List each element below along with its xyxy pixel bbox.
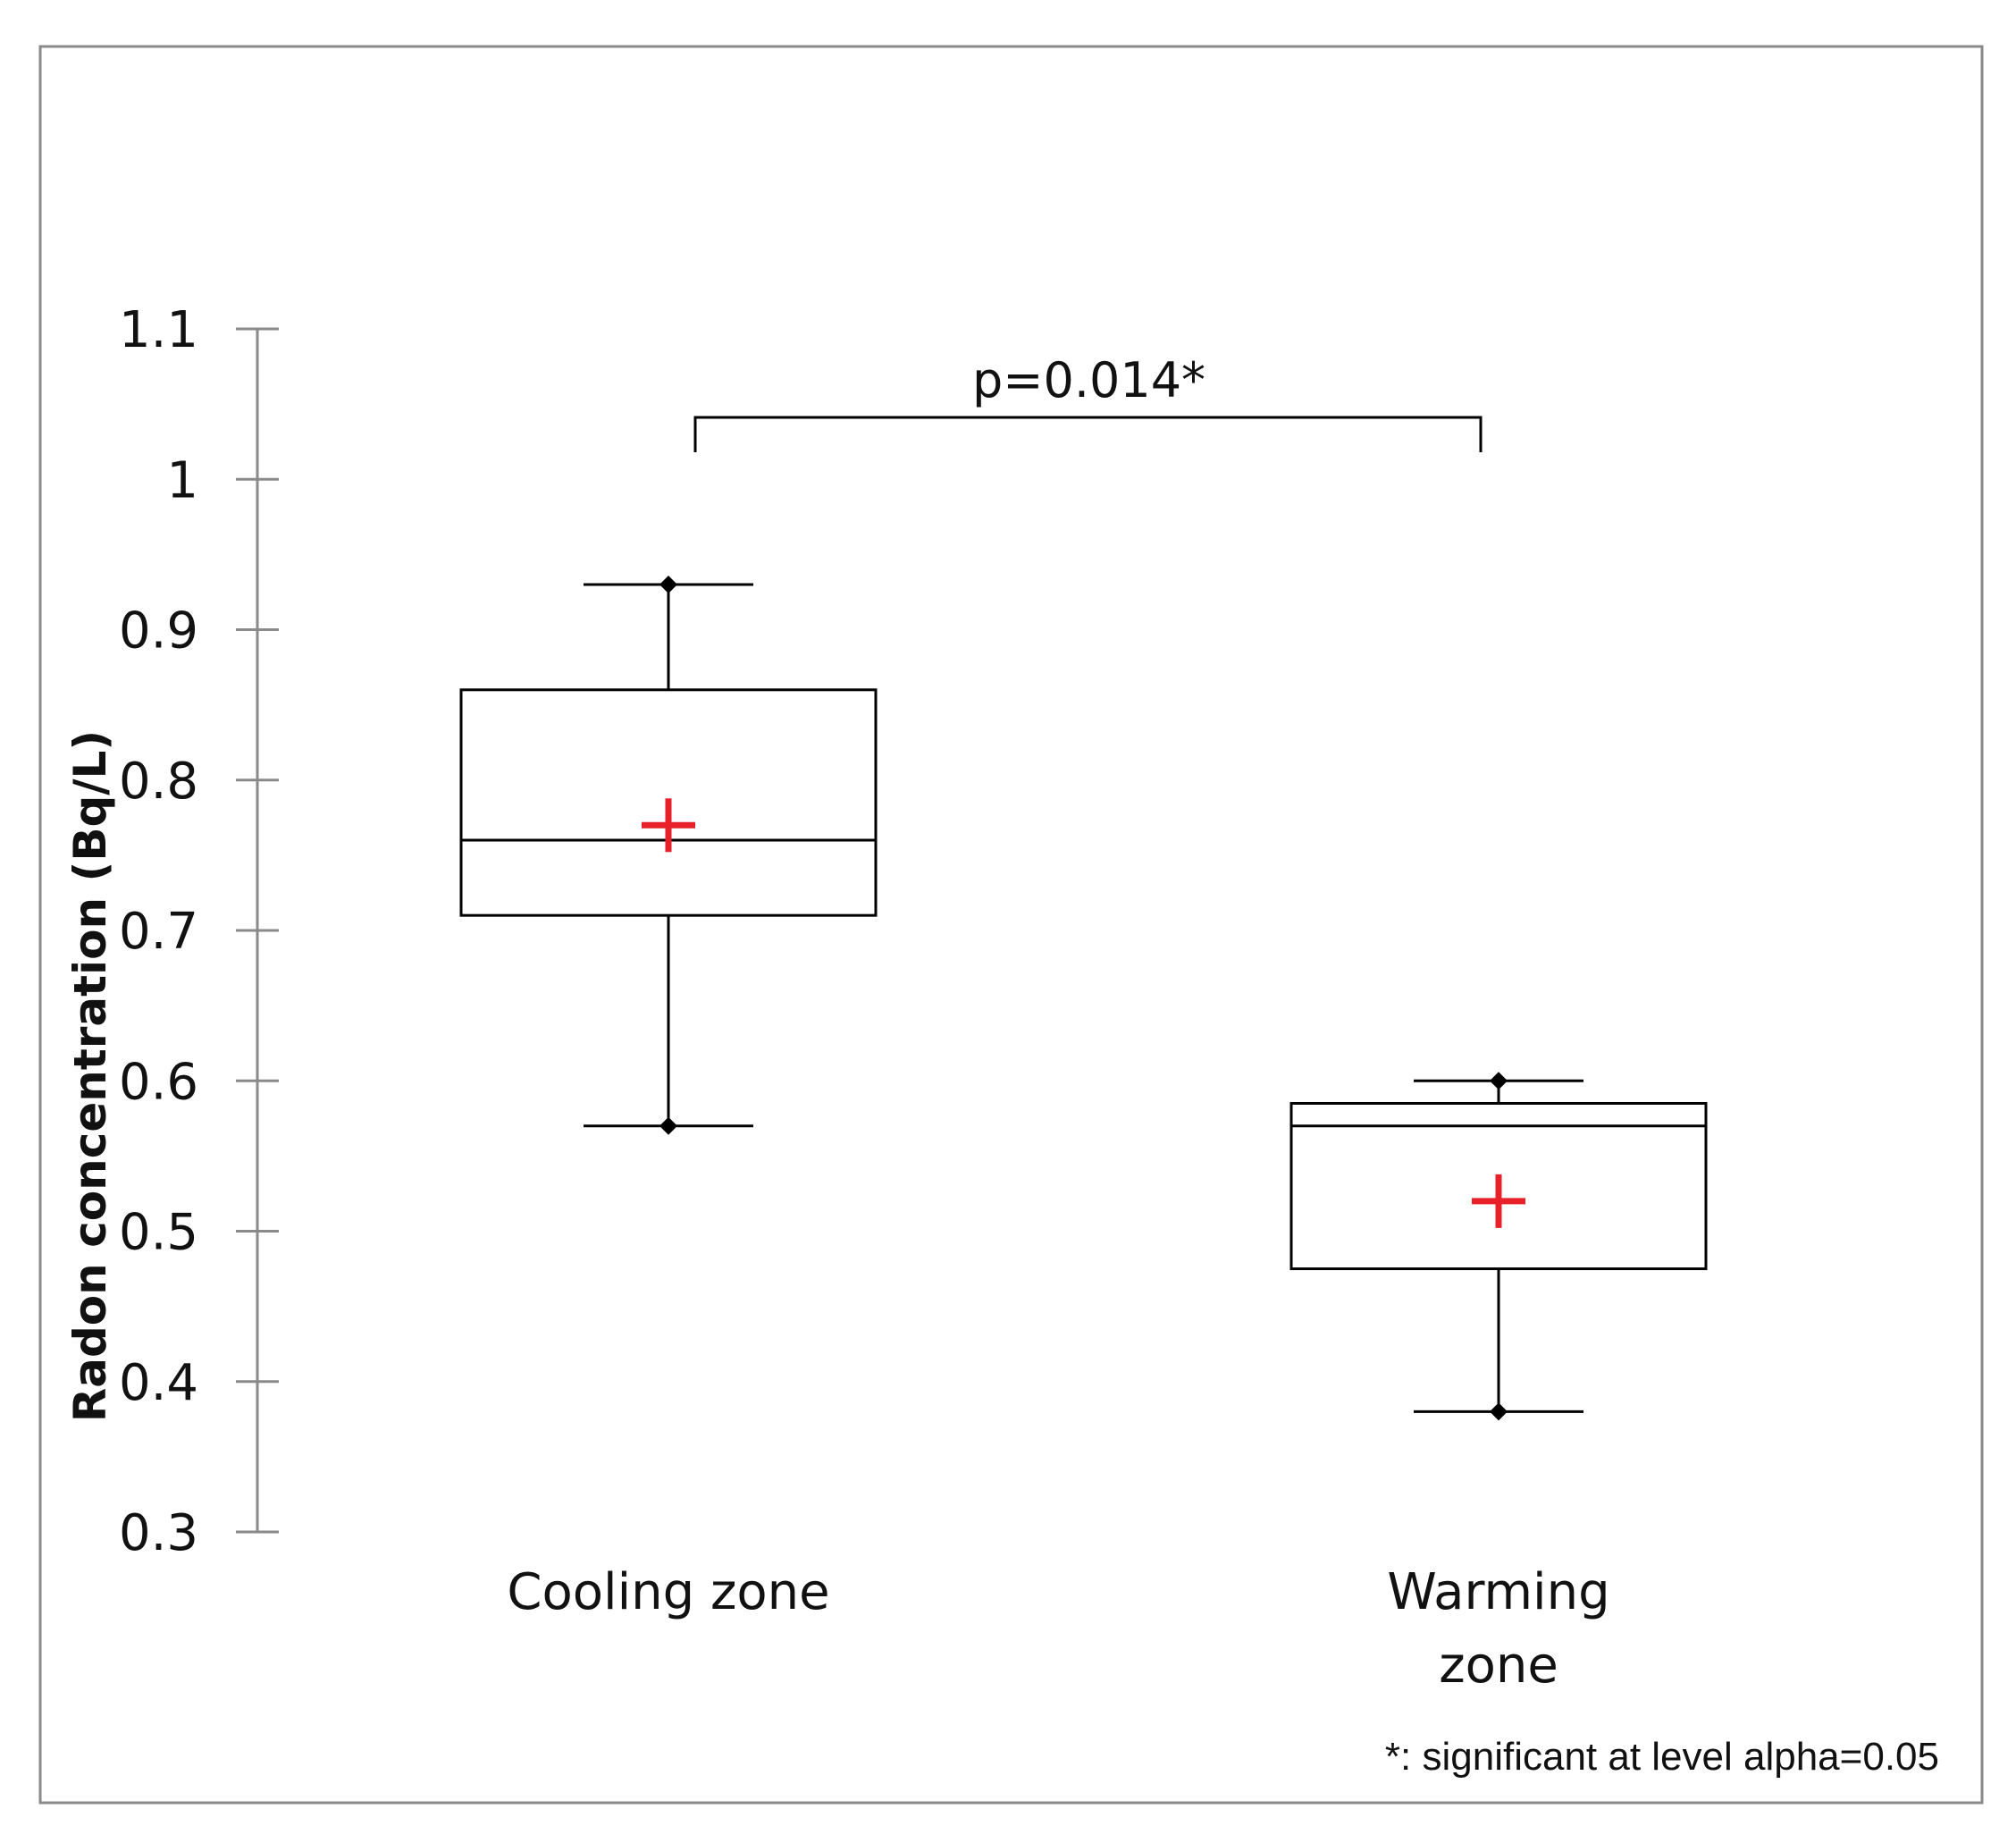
max-marker — [1490, 1072, 1508, 1090]
y-axis: 0.3 0.4 0.5 0.6 0.7 0.8 0.9 1 1.1 — [119, 301, 279, 1562]
y-tick-label: 0.8 — [119, 753, 198, 811]
min-marker — [659, 1116, 677, 1135]
y-axis-title: Radon concentration (Bq/L) — [64, 730, 116, 1423]
bracket-line — [693, 416, 1483, 452]
box-group — [459, 576, 878, 1135]
box-series — [459, 576, 1708, 1421]
category-label: zone — [1439, 1637, 1558, 1695]
y-tick-label: 0.6 — [119, 1053, 198, 1111]
y-tick-label: 1.1 — [119, 301, 198, 359]
p-value-label: p=0.014* — [972, 352, 1205, 408]
significance-footnote: *: significant at level alpha=0.05 — [1385, 1735, 1939, 1779]
box-group — [1289, 1072, 1708, 1421]
y-tick-label: 0.9 — [119, 602, 198, 661]
category-label: Warming — [1387, 1563, 1609, 1621]
chart-frame — [38, 45, 1984, 1805]
x-axis-labels: Cooling zone Warming zone — [507, 1563, 1609, 1695]
y-tick-label: 0.5 — [119, 1204, 198, 1262]
min-marker — [1490, 1402, 1508, 1421]
y-tick-label: 0.7 — [119, 903, 198, 961]
y-tick-label: 0.3 — [119, 1504, 198, 1562]
max-marker — [659, 576, 677, 594]
y-tick-label: 1 — [166, 451, 198, 509]
category-label: Cooling zone — [507, 1563, 829, 1621]
y-tick-label: 0.4 — [119, 1354, 198, 1412]
significance-bracket: p=0.014* — [693, 352, 1483, 452]
